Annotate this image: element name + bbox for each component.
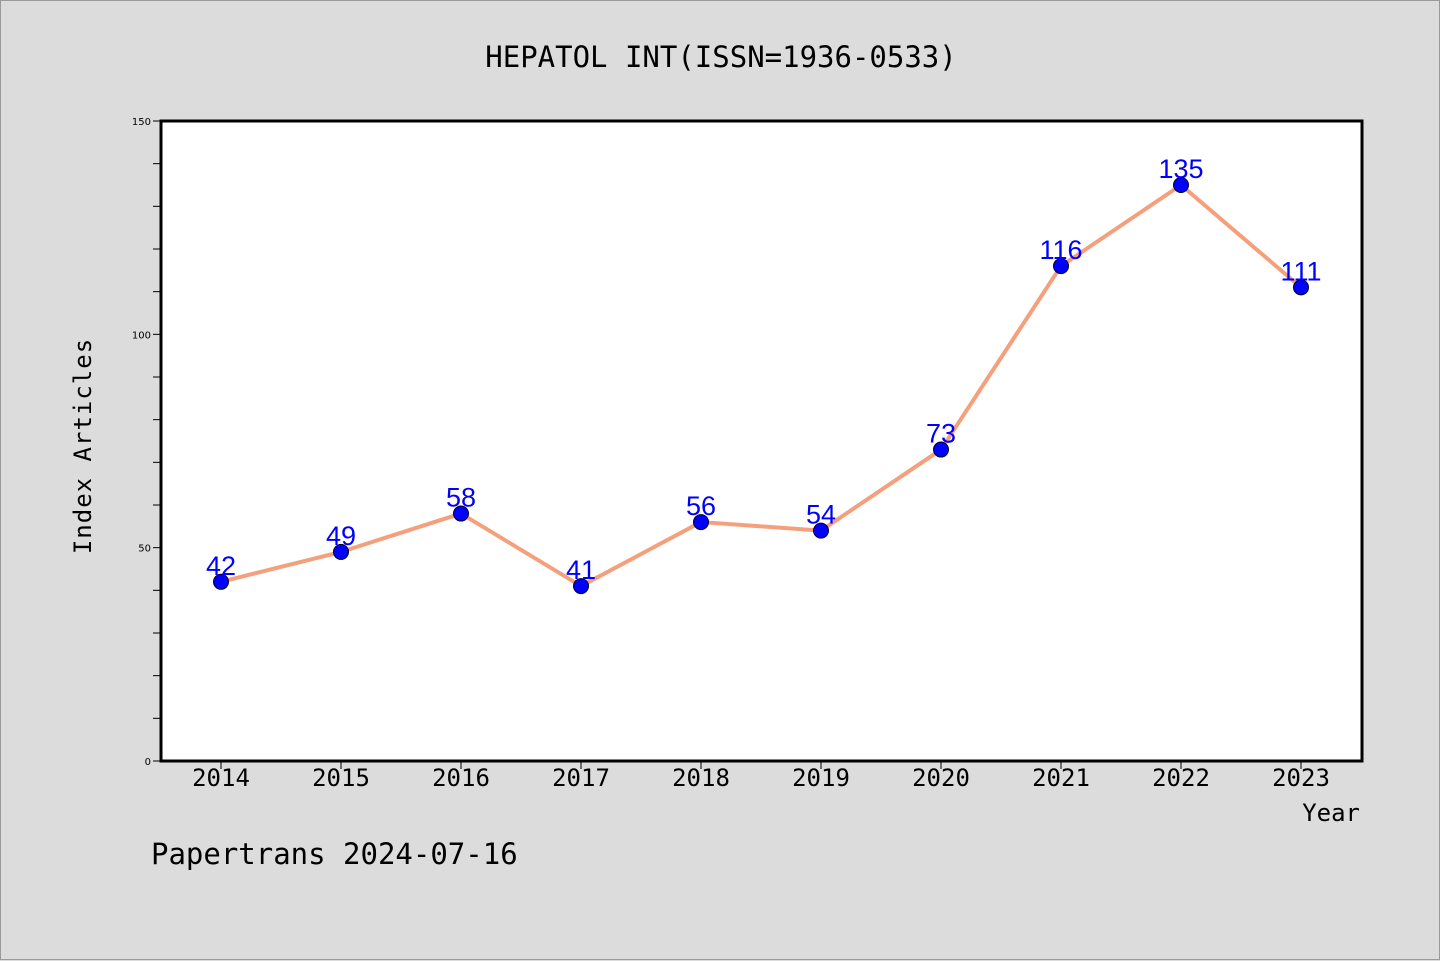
- data-point: [1173, 177, 1189, 193]
- data-label: 116: [1039, 235, 1082, 265]
- data-label: 49: [326, 521, 356, 551]
- y-axis-title: Index Articles: [69, 338, 97, 554]
- data-label: 41: [566, 555, 596, 585]
- data-point: [573, 578, 589, 595]
- data-point: [453, 505, 469, 522]
- data-point: [813, 522, 829, 539]
- data-point: [1293, 279, 1309, 296]
- series-markers: [213, 177, 1309, 595]
- y-tick-label: 50: [138, 544, 151, 555]
- data-label: 54: [806, 500, 836, 530]
- series-line: [220, 183, 1303, 589]
- x-tick-label: 2017: [552, 764, 610, 792]
- data-label: 135: [1158, 154, 1203, 184]
- plot-area: [159, 119, 1364, 763]
- data-label: 58: [446, 483, 476, 513]
- data-label: 56: [686, 491, 716, 521]
- data-label: 42: [206, 551, 236, 581]
- x-tick-label: 2021: [1032, 764, 1090, 792]
- data-label: 73: [926, 419, 956, 449]
- x-tick-label: 2014: [192, 764, 250, 792]
- x-axis: 2014 2015 2016 2017 2018 2019 2020 2021 2022 2023: [192, 761, 1330, 792]
- x-tick-label: 2016: [432, 764, 490, 792]
- chart-title: HEPATOL INT(ISSN=1936-0533): [485, 40, 956, 74]
- data-point: [693, 514, 709, 531]
- x-tick-label: 2019: [792, 764, 850, 792]
- data-point: [1053, 258, 1069, 275]
- x-tick-label: 2020: [912, 764, 970, 792]
- data-point: [213, 573, 229, 590]
- y-tick-label: 150: [132, 117, 151, 128]
- x-tick-label: 2015: [312, 764, 370, 792]
- x-tick-label: 2023: [1272, 764, 1330, 792]
- data-point: [333, 543, 349, 560]
- y-tick-label: 100: [132, 330, 151, 341]
- data-point: [933, 441, 949, 458]
- x-axis-title: Year: [1302, 799, 1360, 827]
- x-tick-label: 2018: [672, 764, 730, 792]
- x-tick-label: 2022: [1152, 764, 1210, 792]
- data-labels: 42 49 58 41 56 54 73 116 135 111: [206, 154, 1322, 585]
- y-tick-label: 0: [145, 757, 151, 768]
- y-axis: 0 50 100 150: [132, 117, 161, 768]
- footer-stamp: Papertrans 2024-07-16: [151, 837, 518, 871]
- data-label: 111: [1280, 256, 1321, 286]
